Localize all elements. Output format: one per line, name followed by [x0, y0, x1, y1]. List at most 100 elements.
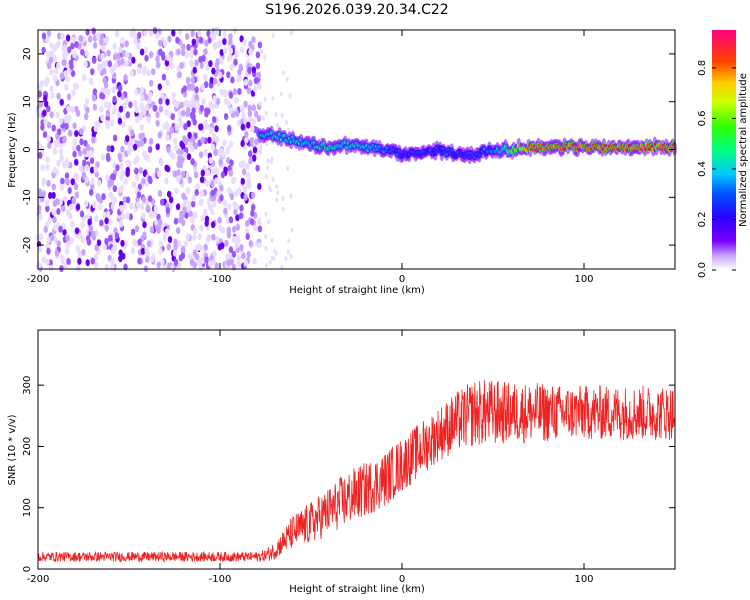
noise-speck	[196, 102, 201, 110]
noise-speck	[79, 210, 85, 218]
noise-speck	[182, 151, 188, 159]
noise-speck	[226, 226, 231, 234]
noise-speck	[212, 250, 217, 258]
noise-speck	[49, 85, 54, 93]
noise-speck	[177, 116, 183, 124]
noise-speck	[263, 96, 267, 102]
noise-speck	[71, 197, 76, 205]
noise-speck	[94, 244, 99, 252]
noise-speck	[158, 218, 163, 226]
noise-speck	[238, 212, 244, 220]
noise-speck	[103, 101, 109, 109]
noise-speck	[234, 241, 239, 249]
noise-speck	[264, 234, 268, 239]
noise-speck	[205, 235, 210, 243]
noise-speck	[185, 76, 191, 84]
noise-speck	[97, 64, 102, 72]
noise-speck	[252, 146, 258, 154]
snr-y-ticks: 0 100 200 300	[22, 376, 675, 572]
noise-speck	[136, 201, 141, 209]
colorbar-tick-label: 0.2	[697, 212, 708, 228]
noise-speck	[155, 119, 160, 127]
noise-speck	[129, 69, 135, 77]
noise-speck	[198, 123, 203, 131]
noise-speck	[211, 67, 216, 75]
noise-speck	[234, 50, 239, 58]
noise-speck	[185, 110, 190, 118]
noise-speck	[71, 36, 76, 44]
noise-speck	[179, 121, 185, 129]
x-tick-label: -200	[27, 274, 50, 285]
noise-speck	[51, 183, 56, 191]
noise-speck	[194, 59, 199, 67]
noise-speck	[195, 183, 200, 190]
noise-speck	[72, 150, 77, 158]
noise-speck	[52, 74, 58, 82]
noise-speck	[205, 169, 211, 177]
noise-speck	[91, 27, 96, 35]
noise-speck	[90, 257, 96, 265]
noise-speck	[181, 109, 186, 117]
noise-speck	[42, 109, 47, 117]
noise-speck	[88, 225, 94, 233]
noise-speck	[240, 123, 245, 131]
noise-speck	[41, 190, 46, 198]
noise-speck	[228, 38, 233, 46]
noise-speck	[185, 233, 190, 241]
noise-speck	[219, 49, 224, 56]
noise-speck	[114, 30, 120, 38]
noise-speck	[75, 245, 80, 252]
noise-speck	[171, 29, 176, 37]
noise-speck	[141, 211, 146, 219]
noise-speck	[248, 79, 253, 87]
noise-speck	[99, 38, 104, 46]
noise-speck	[112, 244, 118, 251]
noise-speck	[59, 154, 64, 162]
noise-speck	[112, 42, 117, 50]
noise-speck	[59, 183, 64, 191]
noise-speck	[167, 236, 173, 243]
noise-speck	[172, 249, 178, 257]
noise-speck	[178, 216, 183, 224]
noise-speck	[56, 240, 61, 248]
noise-speck	[92, 88, 98, 96]
noise-speck	[123, 178, 128, 186]
noise-speck	[185, 100, 191, 108]
noise-speck	[255, 51, 261, 59]
noise-speck	[50, 92, 55, 100]
noise-speck	[166, 190, 172, 198]
noise-speck	[257, 225, 263, 233]
noise-speck	[140, 247, 146, 255]
x-tick-label: 100	[574, 274, 593, 285]
noise-speck	[267, 219, 271, 225]
noise-speck	[158, 48, 163, 56]
noise-speck	[112, 196, 117, 204]
noise-speck	[186, 43, 191, 51]
noise-speck	[37, 245, 43, 253]
y-tick-label: -20	[22, 237, 33, 253]
noise-speck	[223, 207, 228, 215]
noise-speck	[155, 32, 160, 39]
noise-speck	[239, 204, 244, 212]
noise-speck	[65, 234, 70, 242]
noise-speck	[190, 145, 195, 153]
noise-speck	[128, 213, 133, 221]
noise-speck	[236, 75, 241, 83]
noise-speck	[255, 164, 260, 172]
noise-speck	[45, 156, 50, 163]
noise-speck	[227, 124, 232, 132]
noise-speck	[194, 94, 199, 101]
noise-speck	[210, 208, 215, 216]
noise-speck	[125, 196, 131, 204]
noise-speck	[46, 51, 51, 58]
noise-speck	[74, 173, 80, 181]
noise-speck	[140, 94, 145, 102]
noise-speck	[66, 114, 72, 122]
noise-speck	[73, 183, 79, 191]
noise-speck	[165, 134, 170, 142]
noise-speck	[190, 30, 195, 38]
noise-speck	[92, 41, 98, 49]
noise-speck	[201, 54, 206, 62]
noise-speck	[178, 161, 183, 169]
noise-speck	[136, 140, 141, 148]
